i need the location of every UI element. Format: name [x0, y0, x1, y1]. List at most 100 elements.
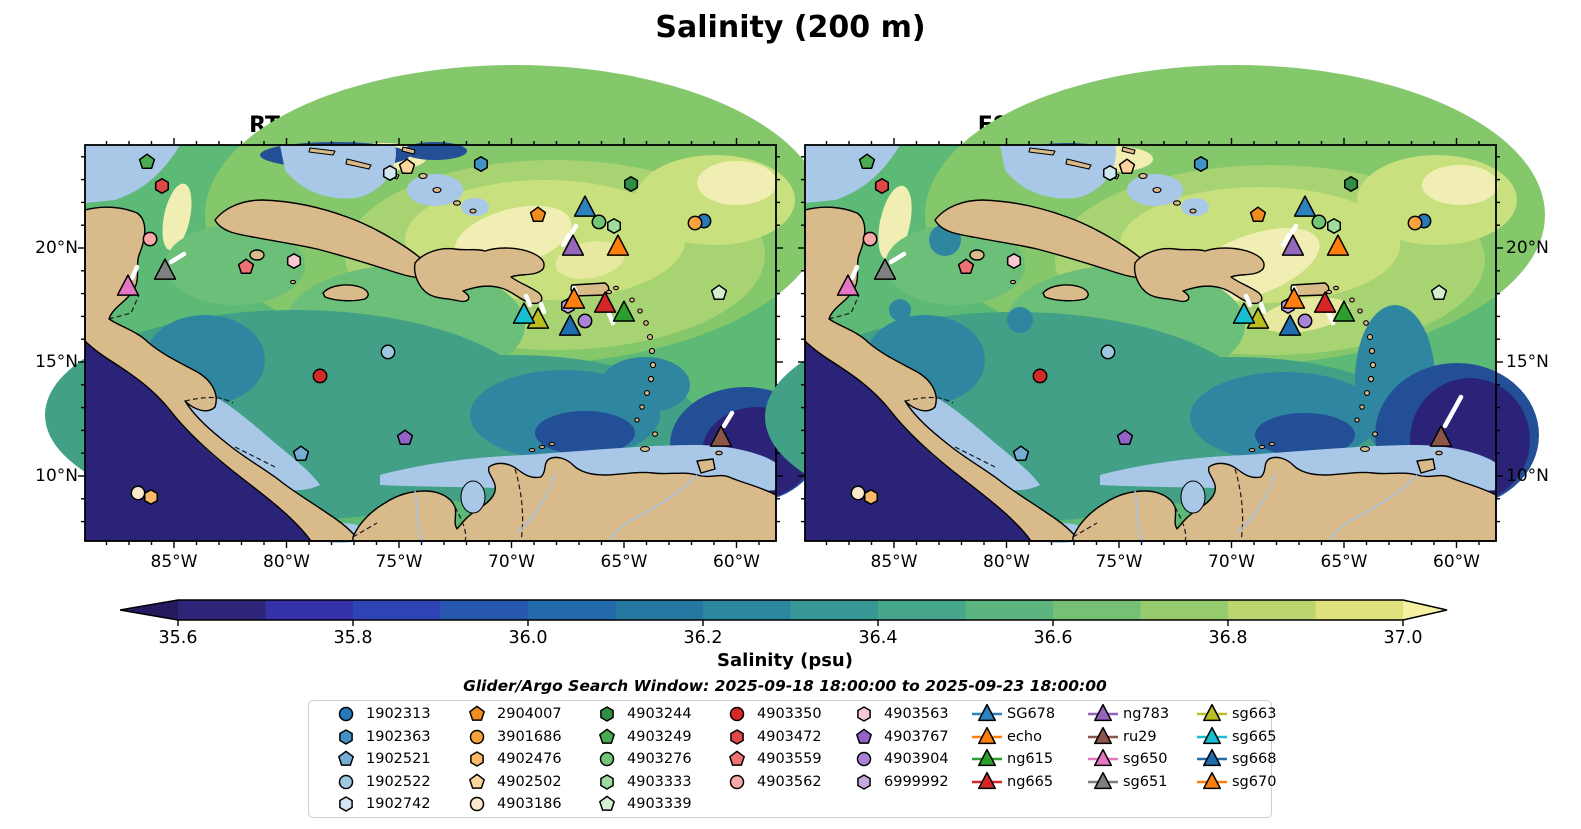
- legend-entry-ru29: ru29: [1088, 726, 1157, 748]
- 1902522-circle-icon: [338, 774, 354, 789]
- marker-1902742: [382, 165, 398, 181]
- echo-triangle-icon: [972, 726, 1002, 744]
- legend-label: 1902313: [366, 706, 431, 722]
- 4903333-hexagon-icon: [600, 773, 614, 790]
- track-ru29: [1442, 394, 1464, 429]
- marker-4903904: [1297, 313, 1313, 329]
- legend-entry-4903350: 4903350: [722, 703, 822, 725]
- track-ng665: [606, 311, 616, 326]
- marker-ru29: [1429, 425, 1453, 447]
- marker-ng783: [561, 234, 585, 256]
- marker-4903276: [1311, 214, 1327, 230]
- legend-label: 4903472: [757, 728, 822, 745]
- legend-label: 4903904: [884, 751, 949, 767]
- x-tick-rtofs-60°W: 60°W: [713, 552, 760, 572]
- track-sg663: [538, 301, 547, 315]
- marker-3901686: [687, 215, 703, 231]
- sg650-triangle-icon: [1088, 748, 1118, 767]
- figure-title: Salinity (200 m): [655, 10, 926, 45]
- x-tick-espc-75°W: 75°W: [1095, 552, 1143, 572]
- marker-1902522: [1100, 344, 1116, 360]
- marker-4903333: [1327, 218, 1342, 234]
- legend-entry-1902522: 1902522: [331, 771, 431, 793]
- marker-ng665: [1313, 291, 1337, 313]
- marker-4903767: [396, 429, 414, 446]
- legend-label: 1902522: [366, 773, 431, 790]
- ng783-triangle-icon: [1088, 703, 1118, 722]
- 4903559-pentagon-icon: [729, 750, 745, 766]
- marker-sg670: [562, 287, 586, 309]
- sg668-triangle-icon: [1197, 748, 1227, 767]
- marker-4903186: [850, 485, 866, 501]
- x-tick-rtofs-65°W: 65°W: [600, 552, 648, 572]
- legend-entry-sg651: sg651: [1088, 771, 1167, 793]
- legend-entry-4902476: 4902476: [462, 748, 562, 770]
- legend-label: 4903563: [884, 706, 949, 722]
- marker-4903276: [591, 214, 607, 230]
- legend-label: ru29: [1123, 728, 1157, 745]
- marker-sg670: [1282, 287, 1306, 309]
- x-tick-rtofs-70°W: 70°W: [488, 552, 535, 572]
- legend-entry-1902742: 1902742: [331, 793, 431, 815]
- track-sg651: [888, 251, 907, 265]
- legend-entry-4903563: 4903563: [849, 703, 949, 725]
- x-tick-espc-65°W: 65°W: [1320, 552, 1368, 572]
- track-sg665: [1243, 293, 1253, 308]
- legend-entry-sg650: sg650: [1088, 748, 1167, 770]
- marker-SG678: [1293, 195, 1317, 217]
- legend-entry-6999992: 6999992: [849, 771, 949, 793]
- colorbar-axis-label: Salinity (psu): [717, 650, 853, 671]
- 4902476-hexagon-icon: [470, 751, 484, 767]
- legend-entry-4903249: 4903249: [592, 726, 692, 748]
- legend-entry-1902363: 1902363: [331, 726, 431, 748]
- 4903244-hexagon-icon: [600, 706, 614, 722]
- legend-label: ng783: [1123, 706, 1170, 722]
- colorbar-tick-36.4: 36.4: [858, 628, 898, 648]
- colorbar: [120, 599, 1448, 626]
- marker-sg651: [873, 258, 897, 280]
- 4903767-pentagon-icon: [856, 728, 872, 744]
- track-sg650: [129, 264, 140, 281]
- marker-1902521: [1012, 445, 1030, 462]
- legend-label: 1902521: [366, 751, 431, 767]
- marker-sg650: [116, 274, 140, 296]
- marker-SG678: [573, 195, 597, 217]
- sg670-triangle-icon: [1197, 771, 1227, 789]
- marker-4902476: [143, 489, 159, 505]
- sg663-triangle-icon: [1197, 703, 1227, 722]
- legend-entry-1902313: 1902313: [331, 703, 431, 725]
- x-tick-espc-85°W: 85°W: [870, 552, 918, 572]
- map-espc: [765, 65, 1545, 548]
- marker-2904007: [529, 206, 547, 223]
- 4903562-circle-icon: [729, 774, 745, 789]
- legend-label: sg670: [1232, 773, 1277, 790]
- legend-entry-4903767: 4903767: [849, 726, 949, 748]
- marker-4903249: [138, 153, 156, 170]
- y-tick-rtofs-10°N: 10°N: [35, 466, 78, 486]
- legend-entry-4903276: 4903276: [592, 748, 692, 770]
- 2904007-pentagon-icon: [469, 705, 485, 721]
- 4903276-circle-icon: [599, 751, 615, 767]
- marker-sg650: [836, 274, 860, 296]
- legend-label: SG678: [1007, 706, 1056, 722]
- 4903186-circle-icon: [469, 796, 485, 812]
- marker-4903249: [858, 153, 876, 170]
- legend-label: sg651: [1123, 773, 1168, 790]
- 1902313-circle-icon: [338, 706, 354, 722]
- marker-1902363: [1193, 156, 1208, 172]
- legend-entry-ng665: ng665: [972, 771, 1053, 793]
- legend-entry-sg665: sg665: [1197, 726, 1276, 748]
- marker-1902521: [292, 445, 310, 462]
- marker-4903339: [710, 284, 728, 301]
- 6999992-hexagon-icon: [857, 773, 871, 790]
- legend-label: ng615: [1007, 751, 1054, 767]
- legend-entry-4903904: 4903904: [849, 748, 949, 770]
- colorbar-tick-36.0: 36.0: [508, 628, 548, 648]
- sg665-triangle-icon: [1197, 726, 1227, 744]
- marker-4903562: [142, 231, 158, 247]
- colorbar-tick-36.2: 36.2: [683, 628, 723, 648]
- marker-sg668: [558, 314, 582, 336]
- x-tick-rtofs-75°W: 75°W: [375, 552, 423, 572]
- marker-4903244: [624, 176, 639, 192]
